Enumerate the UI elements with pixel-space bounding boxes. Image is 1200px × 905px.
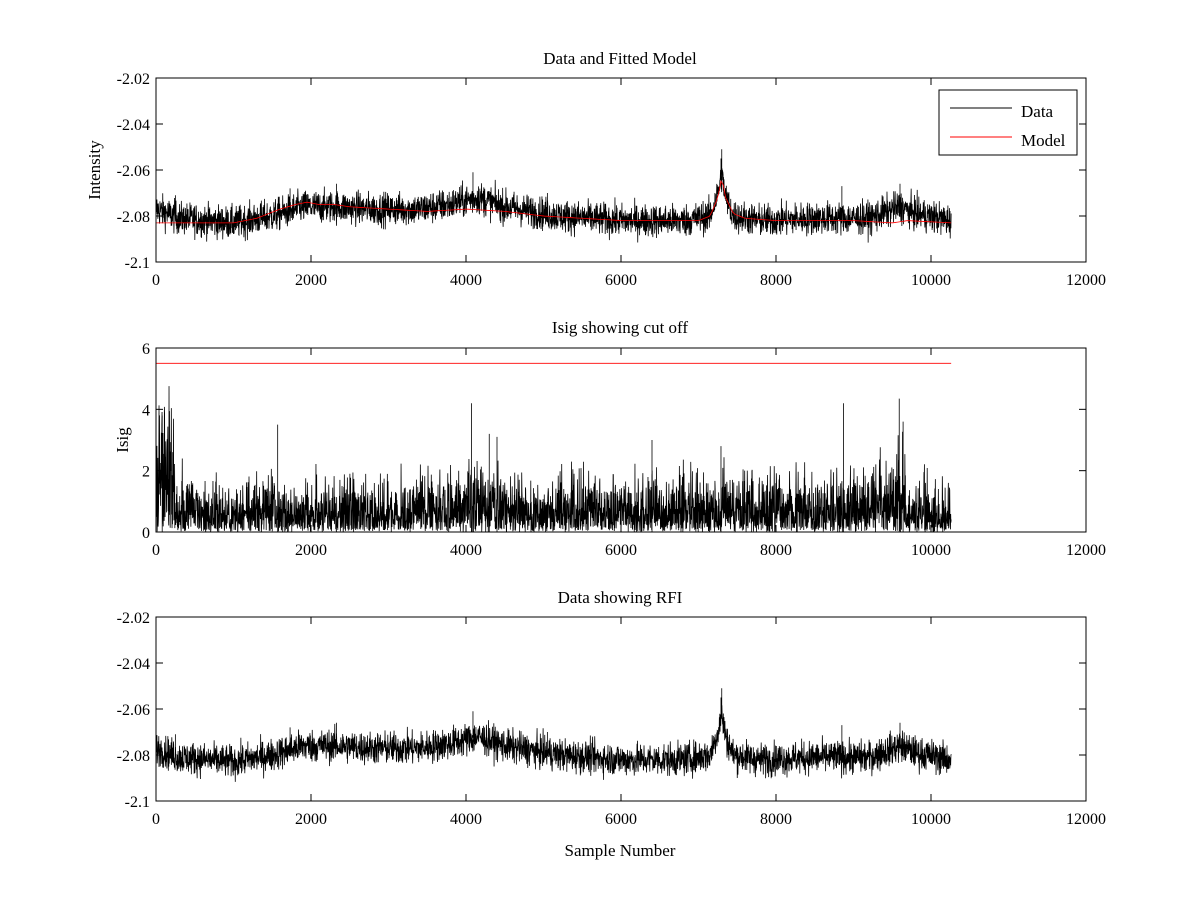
legend: Data Model (938, 89, 1078, 156)
x-tick-label: 12000 (1066, 272, 1106, 289)
y-tick-label: 6 (142, 341, 150, 358)
x-tick-label: 8000 (760, 272, 792, 289)
x-tick-label: 10000 (911, 811, 951, 828)
x-tick-label: 10000 (911, 542, 951, 559)
panel-title: Isig showing cut off (552, 318, 688, 337)
y-tick-label: -2.08 (117, 209, 150, 226)
series-line-data (155, 149, 952, 243)
x-tick-label: 6000 (605, 272, 637, 289)
x-tick-label: 6000 (605, 811, 637, 828)
x-tick-label: 10000 (911, 272, 951, 289)
x-tick-label: 12000 (1066, 542, 1106, 559)
panel-data-showing-rfi: Data showing RFI Sample Number 0 2000 4000… (117, 588, 1106, 860)
y-tick-label: -2.06 (117, 163, 150, 180)
x-tick-label: 0 (152, 811, 160, 828)
panel-isig-showing-cut-off: Isig showing cut off Isig 0 2000 4000 6000 8… (113, 318, 1106, 559)
legend-label-model: Model (1021, 131, 1066, 150)
y-tick-label: -2.08 (117, 748, 150, 765)
x-tick-label: 4000 (450, 272, 482, 289)
y-tick-label: -2.1 (125, 794, 150, 811)
panel-title: Data showing RFI (558, 588, 683, 607)
plot-area (155, 688, 952, 782)
x-tick-label: 12000 (1066, 811, 1106, 828)
x-tick-label: 0 (152, 272, 160, 289)
x-tick-label: 2000 (295, 272, 327, 289)
y-tick-label: -2.06 (117, 702, 150, 719)
x-tick-label: 8000 (760, 542, 792, 559)
panel-title: Data and Fitted Model (543, 49, 697, 68)
series-line-data (155, 688, 952, 782)
y-tick-label: 4 (142, 402, 150, 419)
x-tick-label: 4000 (450, 542, 482, 559)
axes-frame (155, 347, 1087, 533)
x-tick-label: 8000 (760, 811, 792, 828)
y-tick-label: 0 (142, 525, 150, 542)
y-tick-label: -2.02 (117, 71, 150, 88)
y-axis-label: Isig (113, 427, 132, 453)
y-tick-label: -2.04 (117, 117, 150, 134)
x-tick-label: 6000 (605, 542, 637, 559)
axes-frame (155, 616, 1087, 802)
y-tick-label: 2 (142, 464, 150, 481)
panel-data-and-fitted-model: Data and Fitted Model Intensity 0 2000 400… (85, 49, 1106, 289)
axis-ticks: 0 2000 4000 6000 8000 10000 12000 0 2 4 6 (142, 341, 1106, 559)
plot-area (155, 362, 952, 533)
axes-frame (155, 77, 1087, 263)
y-tick-label: -2.1 (125, 255, 150, 272)
axis-ticks: 0 2000 4000 6000 8000 10000 12000 -2.1 -2.08 -2.0… (117, 71, 1106, 289)
x-tick-label: 4000 (450, 811, 482, 828)
x-tick-label: 2000 (295, 811, 327, 828)
series-line-isig (155, 386, 952, 533)
y-axis-label: Intensity (85, 140, 104, 200)
y-tick-label: -2.02 (117, 610, 150, 627)
y-tick-label: -2.04 (117, 656, 150, 673)
legend-label-data: Data (1021, 102, 1054, 121)
legend-box (938, 89, 1078, 156)
x-axis-label: Sample Number (565, 841, 676, 860)
plot-area (155, 149, 952, 243)
x-tick-label: 2000 (295, 542, 327, 559)
series-line-model (156, 179, 952, 224)
x-tick-label: 0 (152, 542, 160, 559)
